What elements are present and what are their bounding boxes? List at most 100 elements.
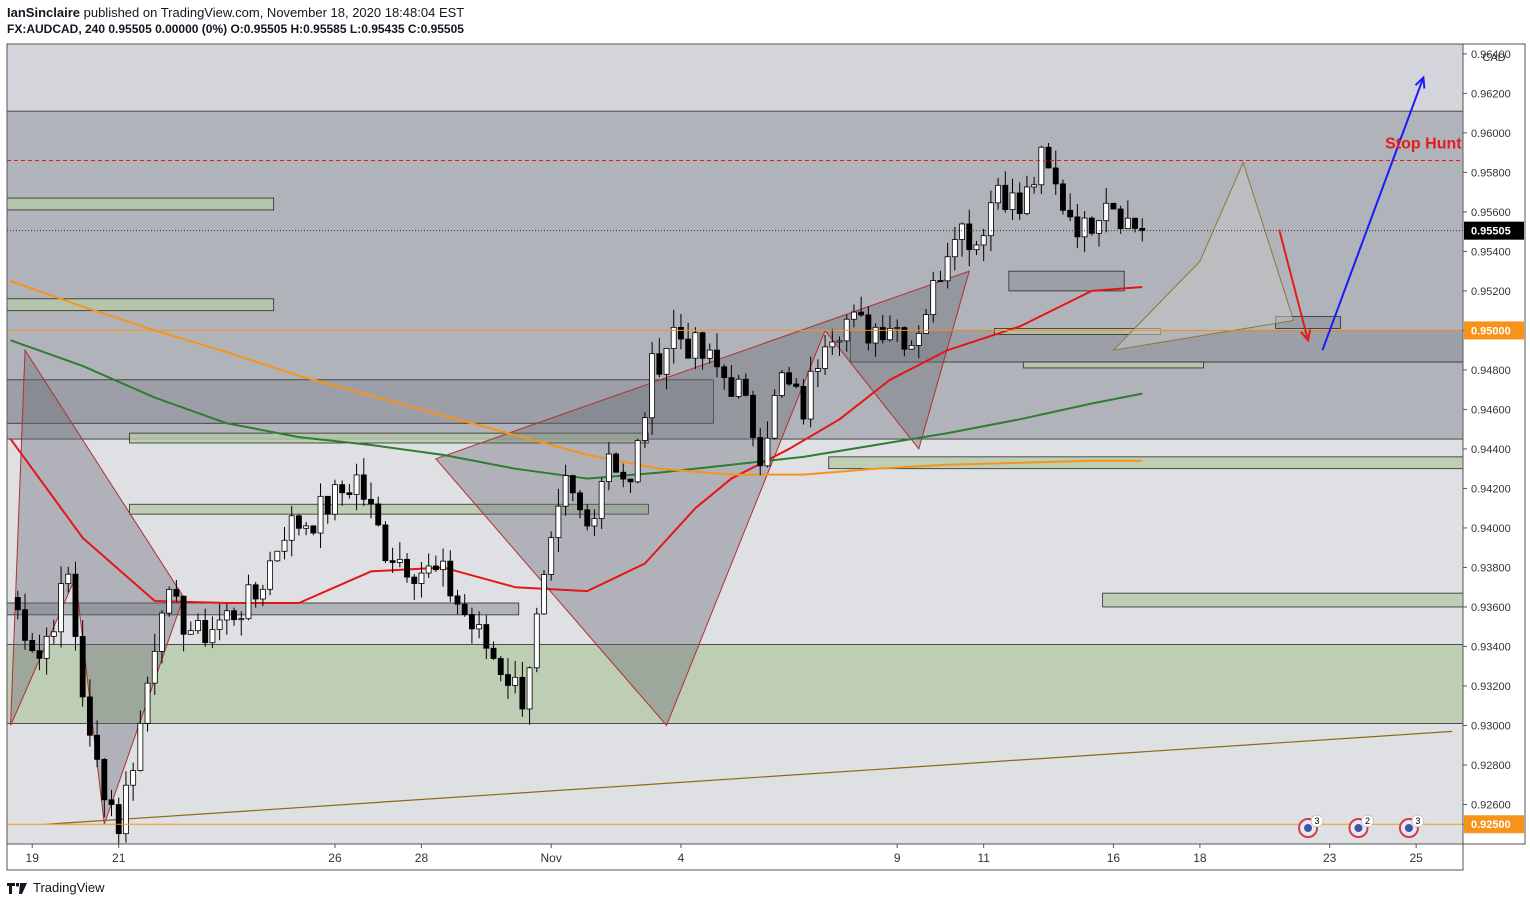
candle-body — [209, 629, 216, 644]
publish-info: IanSinclaire published on TradingView.co… — [7, 5, 464, 20]
candle-body — [872, 326, 879, 344]
candle-body — [757, 437, 764, 467]
y-tick-label: 0.94400 — [1471, 444, 1511, 456]
published-text: published on TradingView.com, November 1… — [83, 5, 465, 20]
candle-body — [641, 417, 648, 441]
price-axis — [1462, 43, 1526, 845]
candle-body — [699, 332, 706, 359]
y-tick-label: 0.95200 — [1471, 286, 1511, 298]
harmonic-pattern — [435, 270, 971, 727]
candle-body — [440, 560, 447, 571]
candle-body — [519, 676, 526, 710]
candle-body — [634, 440, 641, 483]
price-label-box — [1464, 815, 1524, 834]
candle-body — [800, 386, 807, 420]
candle-body — [569, 475, 576, 494]
candle-body — [1067, 209, 1074, 218]
candle-body — [1096, 220, 1102, 234]
candle-body — [1016, 192, 1023, 215]
candle-body — [245, 584, 252, 620]
candle-body — [1060, 183, 1066, 211]
candle-body — [29, 639, 36, 652]
candle-body — [915, 333, 922, 346]
candle-body — [1031, 184, 1038, 188]
candle-body — [814, 368, 821, 372]
candle-body — [468, 614, 475, 630]
candle-body — [923, 314, 929, 334]
candle-body — [1139, 227, 1146, 232]
candle-body — [526, 667, 533, 710]
moving-average-line — [9, 285, 1143, 605]
candle-body — [829, 341, 836, 348]
candle-body — [411, 576, 418, 584]
candle-body — [865, 314, 872, 344]
candle-body — [1023, 186, 1030, 215]
candle-body — [288, 515, 295, 541]
candle-body — [714, 349, 720, 368]
candle-body — [353, 474, 360, 495]
candle-body — [346, 492, 353, 495]
price-label-box — [1464, 321, 1524, 340]
zone-demand — [129, 432, 649, 444]
candle-body — [432, 565, 439, 571]
candle-body — [317, 495, 324, 534]
candle-body — [72, 573, 79, 637]
event-count-label: 2 — [1365, 816, 1370, 826]
candle-body — [79, 636, 86, 698]
zone-supply — [6, 379, 714, 424]
candle-body — [627, 478, 634, 483]
zone-demand — [6, 644, 1464, 724]
candle-body — [959, 223, 965, 240]
event-count-label: 3 — [1315, 816, 1320, 826]
candle-body — [159, 612, 165, 652]
candle-body — [274, 550, 281, 562]
price-label-text: 0.95000 — [1471, 325, 1511, 337]
candle-body — [202, 619, 209, 644]
candle-body — [187, 630, 194, 635]
candle-body — [505, 674, 511, 686]
plot-upper-band — [7, 44, 1463, 112]
candle-body — [822, 346, 829, 369]
candle-body — [980, 235, 987, 246]
candle-body — [656, 353, 663, 375]
candle-body — [851, 311, 857, 320]
y-tick-label: 0.92600 — [1471, 799, 1511, 811]
brand-name[interactable]: TradingView — [33, 880, 105, 895]
candle-body — [36, 650, 43, 659]
candle-body — [14, 597, 21, 611]
candle-body — [663, 348, 670, 375]
candle-body — [497, 658, 504, 676]
economic-event-flag — [1404, 824, 1413, 832]
moving-average-line — [10, 280, 1143, 476]
candle-body — [1124, 217, 1131, 230]
candle-body — [454, 595, 461, 605]
x-tick-label: 23 — [1323, 851, 1337, 865]
candle-body — [339, 484, 346, 494]
candle-body — [101, 758, 108, 801]
author-name[interactable]: IanSinclaire — [7, 5, 80, 20]
y-tick-label: 0.94000 — [1471, 523, 1511, 535]
candle-body — [1002, 184, 1009, 211]
symbol-label: FX:AUDCAD, 240 — [7, 22, 106, 36]
candle-body — [649, 353, 656, 419]
y-tick-label: 0.92800 — [1471, 760, 1511, 772]
candle-body — [894, 327, 901, 329]
candle-body — [65, 573, 72, 585]
y-tick-label: 0.93000 — [1471, 720, 1511, 732]
candle-body — [512, 676, 519, 686]
trendline — [46, 730, 1453, 825]
candle-body — [750, 394, 756, 438]
candle-body — [901, 327, 908, 350]
candle-body — [807, 370, 814, 420]
candle-body — [678, 326, 684, 340]
candle-body — [123, 784, 129, 835]
candle-body — [764, 437, 771, 467]
y-tick-label: 0.93400 — [1471, 641, 1511, 653]
candle-body — [58, 583, 64, 633]
x-tick-label: 21 — [112, 851, 126, 865]
candle-body — [43, 635, 50, 659]
tradingview-logo-icon[interactable] — [7, 881, 27, 895]
candle-body — [404, 558, 410, 578]
candle-body — [1045, 146, 1052, 169]
